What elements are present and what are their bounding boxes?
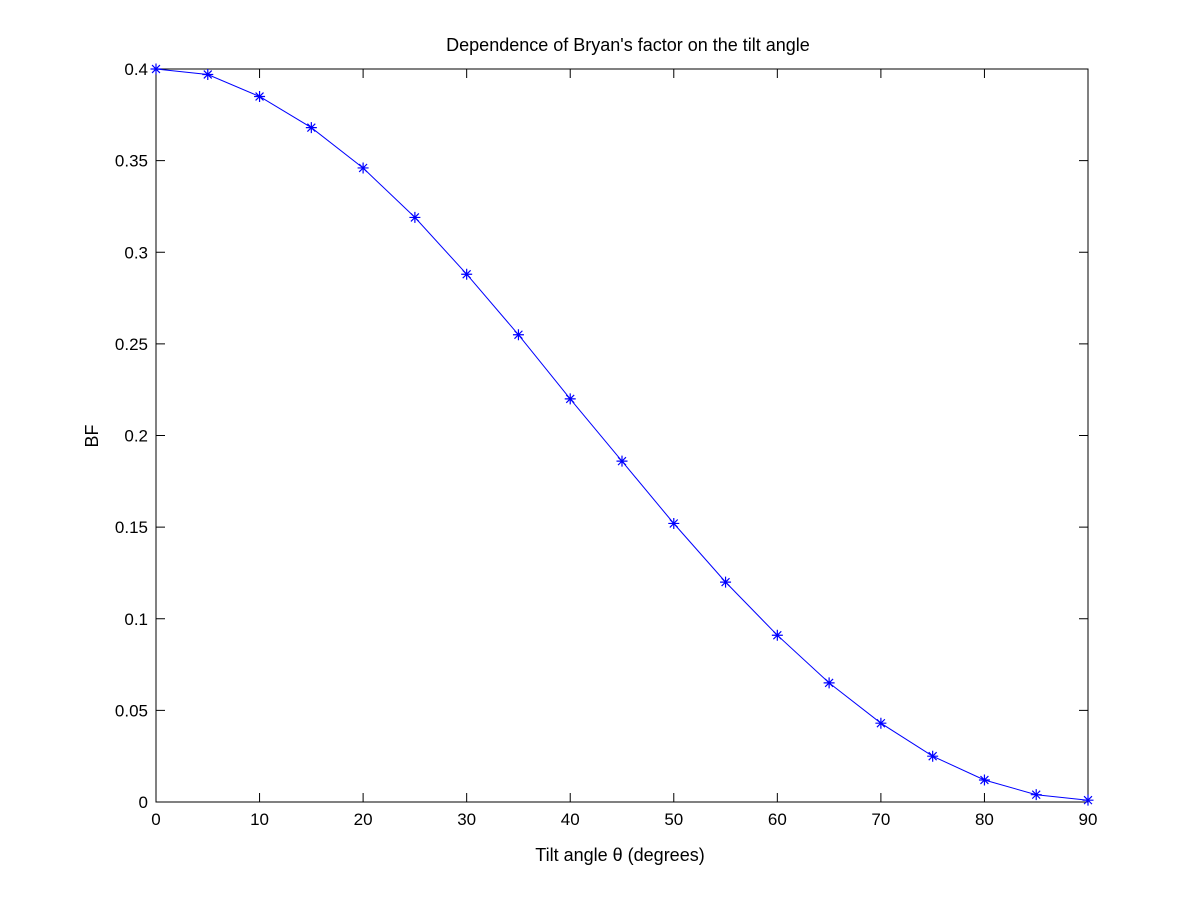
y-tick-label: 0 <box>139 793 148 812</box>
data-point-marker <box>823 677 835 689</box>
x-tick-label: 60 <box>768 810 787 829</box>
data-point-marker <box>254 90 266 102</box>
data-point-marker <box>668 517 680 529</box>
x-tick-label: 50 <box>664 810 683 829</box>
data-point-marker <box>564 393 576 405</box>
y-axis-label: BF <box>82 424 102 447</box>
x-tick-label: 20 <box>354 810 373 829</box>
x-tick-label: 80 <box>975 810 994 829</box>
y-tick-label: 0.2 <box>124 427 148 446</box>
data-point-marker <box>202 68 214 80</box>
data-point-marker <box>357 162 369 174</box>
y-tick-label: 0.1 <box>124 610 148 629</box>
x-tick-label: 0 <box>151 810 160 829</box>
data-point-marker <box>616 455 628 467</box>
y-tick-label: 0.15 <box>115 518 148 537</box>
data-point-marker <box>771 629 783 641</box>
x-tick-label: 40 <box>561 810 580 829</box>
data-point-marker <box>150 63 162 75</box>
y-tick-label: 0.25 <box>115 335 148 354</box>
y-tick-label: 0.4 <box>124 60 148 79</box>
data-point-marker <box>978 774 990 786</box>
x-tick-label: 90 <box>1079 810 1098 829</box>
plot-area: 0 10 20 30 40 50 60 70 80 90 0 0.05 0.1 0.15 0.2 0.25 0.… <box>115 60 1098 829</box>
x-tick-label: 10 <box>250 810 269 829</box>
x-tick-label: 30 <box>457 810 476 829</box>
data-point-marker <box>1082 794 1094 806</box>
data-point-marker <box>875 717 887 729</box>
data-point-marker <box>512 329 524 341</box>
y-tick-label: 0.35 <box>115 152 148 171</box>
data-point-marker <box>409 211 421 223</box>
data-point-marker <box>927 750 939 762</box>
data-point-marker <box>461 268 473 280</box>
y-tick-label: 0.3 <box>124 243 148 262</box>
data-point-marker <box>305 122 317 134</box>
data-point-marker <box>1030 789 1042 801</box>
x-axis-label: Tilt angle θ (degrees) <box>535 845 704 865</box>
data-point-marker <box>720 576 732 588</box>
x-tick-label: 70 <box>871 810 890 829</box>
y-tick-label: 0.05 <box>115 701 148 720</box>
chart-title: Dependence of Bryan's factor on the tilt… <box>446 35 810 55</box>
